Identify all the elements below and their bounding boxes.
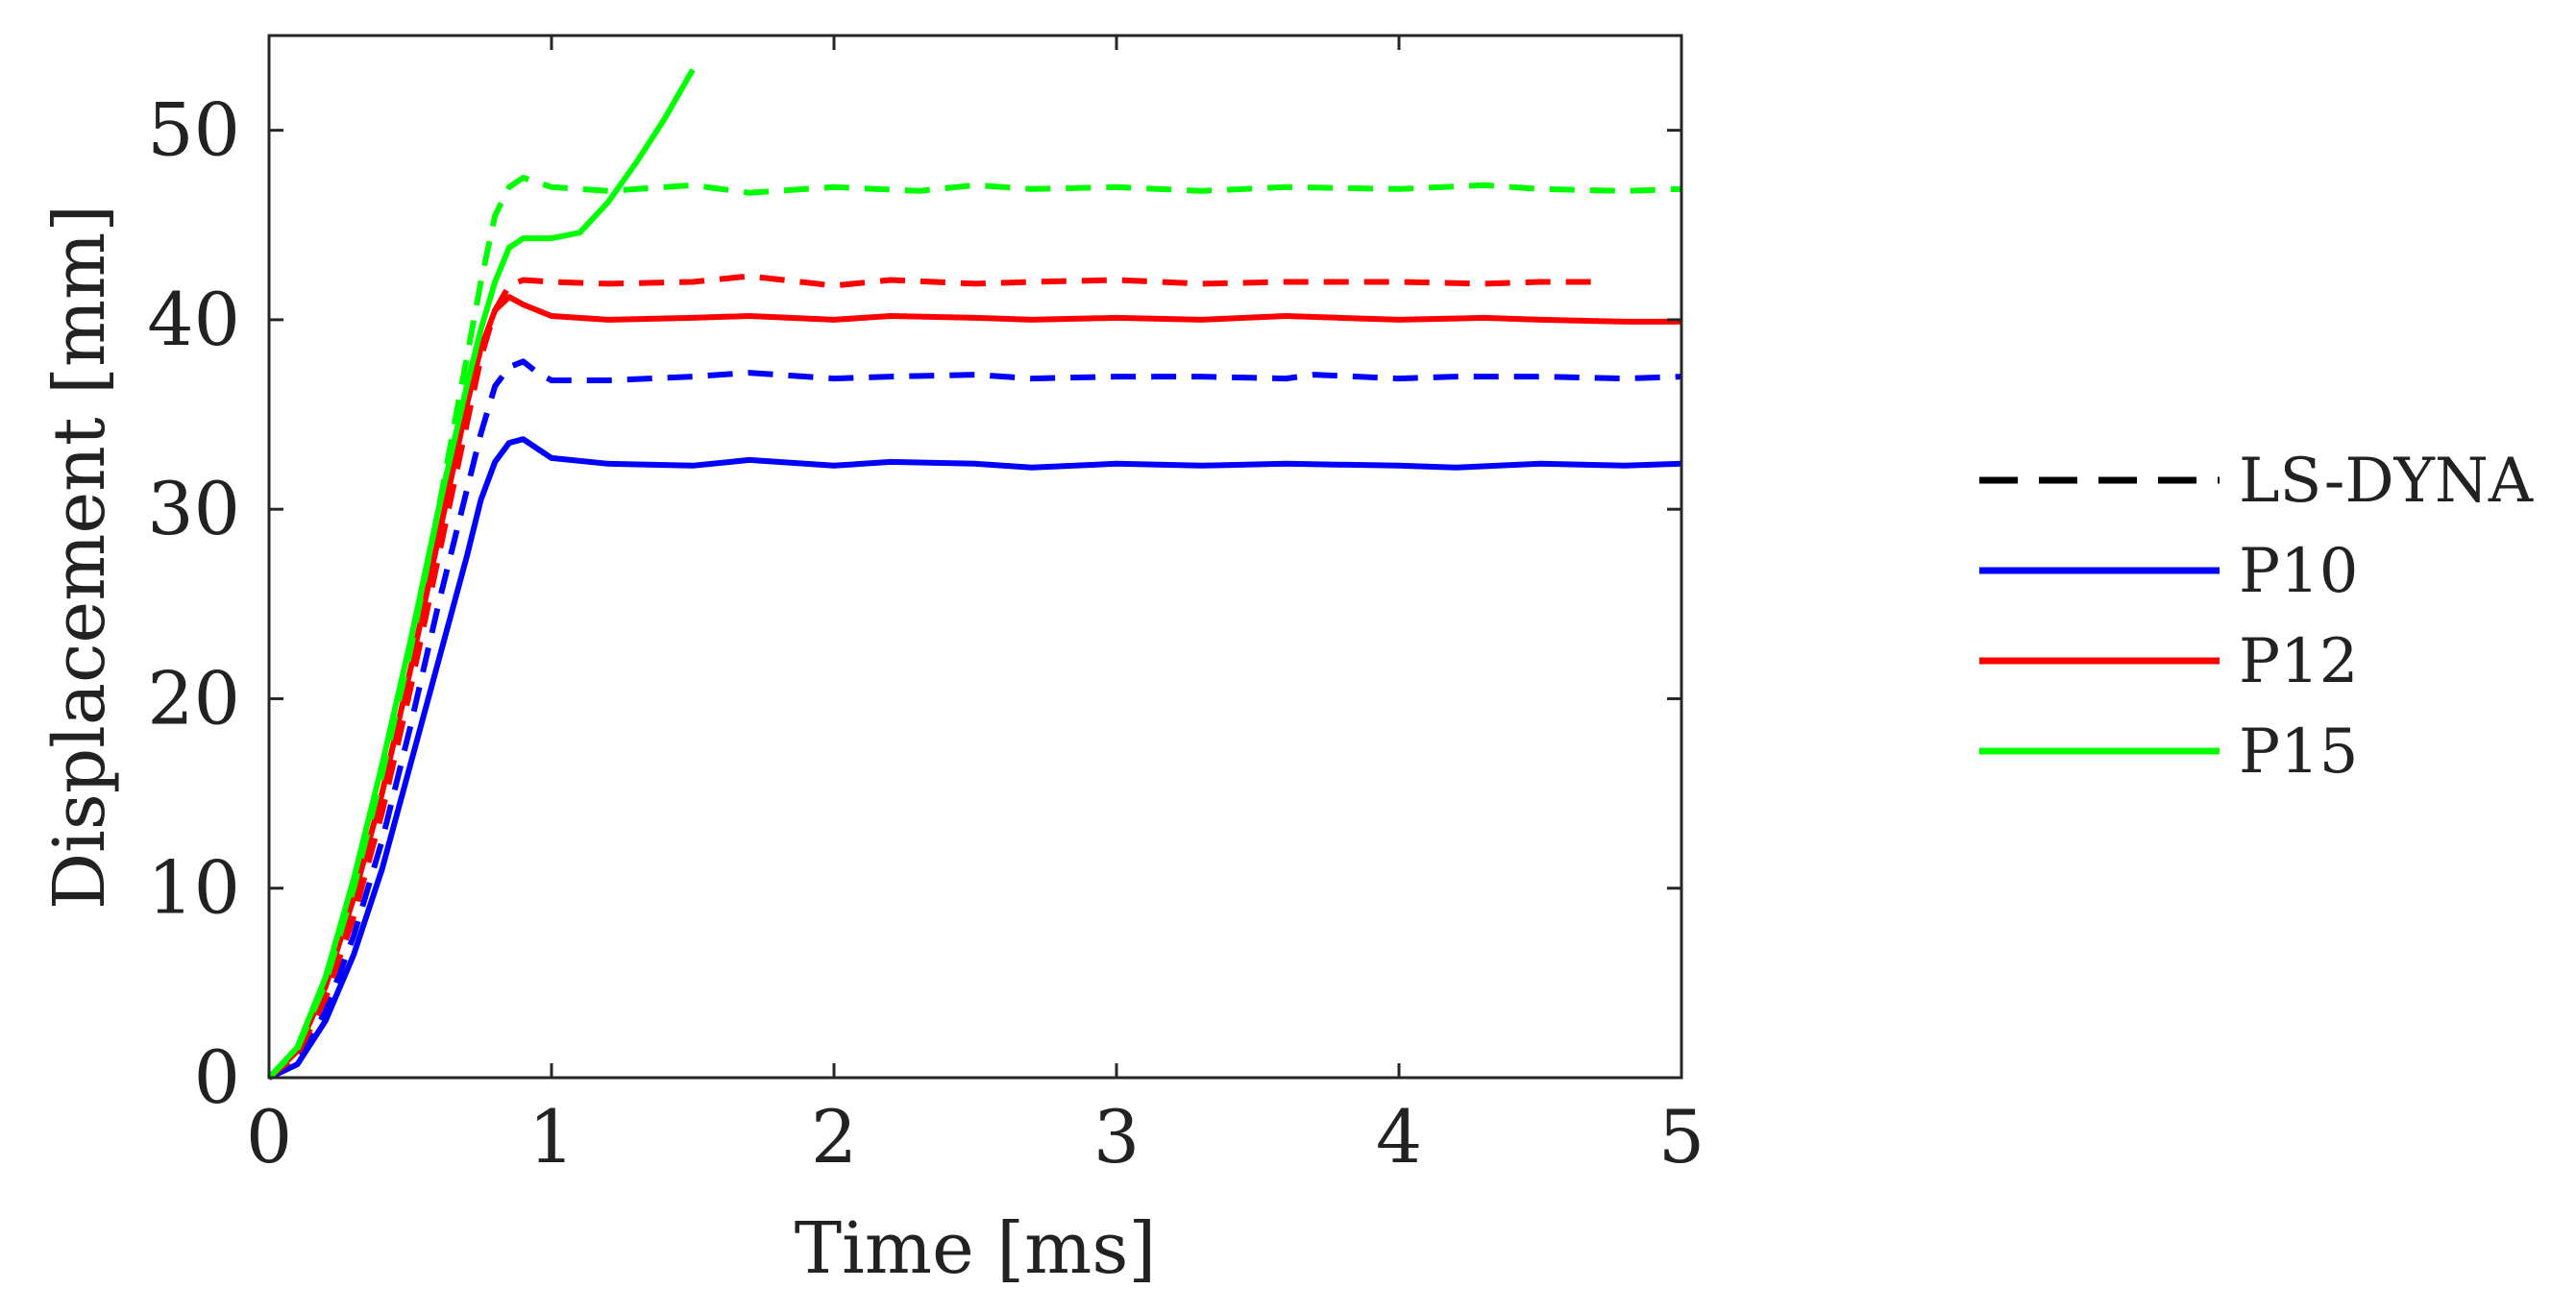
x-tick-labels: 0 1 2 3 4 5 [246, 1094, 1705, 1179]
legend-label-p10: P10 [2239, 536, 2359, 607]
legend-label-p15: P15 [2239, 717, 2359, 788]
y-tick-labels: 0 10 20 30 40 50 [147, 87, 240, 1120]
plot-frame [267, 34, 1683, 1080]
x-tick-label: 0 [246, 1094, 292, 1179]
series-line-p15-ls-dyna [266, 175, 1682, 1081]
y-tick-label: 20 [147, 655, 240, 741]
y-tick-label: 50 [147, 87, 240, 173]
series-line-p12-ls-dyna [267, 273, 1603, 1081]
series-line-p12 [266, 294, 1681, 1081]
series-layer [266, 68, 1682, 1081]
y-axis-label: Displacement [mm] [38, 205, 121, 910]
y-tick-label: 10 [147, 845, 240, 931]
x-tick-label: 2 [811, 1094, 857, 1179]
series-line-p10 [267, 436, 1682, 1081]
series-line-p15 [266, 68, 696, 1081]
x-tick-label: 4 [1376, 1094, 1422, 1179]
x-tick-label: 3 [1093, 1094, 1140, 1179]
legend: LS-DYNA P10 P12 P15 [1979, 446, 2534, 788]
series-line-p10-ls-dyna [267, 358, 1682, 1081]
y-tick-label: 0 [194, 1034, 240, 1120]
tick-layer [267, 36, 1683, 1080]
legend-label-p12: P12 [2239, 626, 2359, 697]
y-tick-label: 30 [147, 466, 240, 551]
legend-label-ls-dyna: LS-DYNA [2239, 446, 2534, 517]
x-tick-label: 5 [1658, 1094, 1705, 1179]
x-axis-label: Time [ms] [795, 1207, 1156, 1290]
y-tick-label: 40 [147, 277, 240, 362]
x-tick-label: 1 [528, 1094, 575, 1179]
